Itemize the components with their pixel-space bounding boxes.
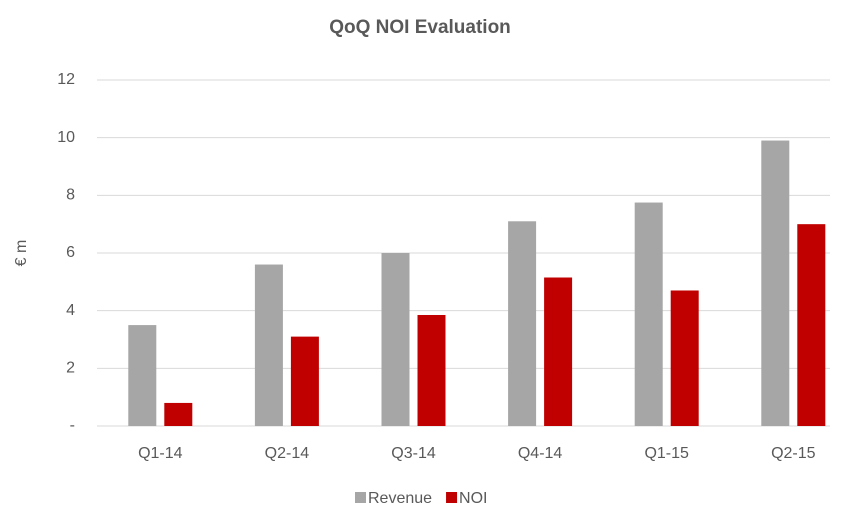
y-tick-label: 4: [66, 302, 75, 319]
bar: [797, 224, 826, 426]
bar: [128, 325, 157, 426]
legend-label: Revenue: [368, 490, 432, 507]
x-tick-label: Q4-14: [518, 445, 563, 462]
legend-label: NOI: [459, 490, 487, 507]
y-tick-label: -: [70, 417, 75, 434]
x-tick-label: Q2-14: [265, 445, 310, 462]
bar: [290, 336, 319, 426]
y-tick-label: 12: [57, 71, 75, 88]
y-tick-label: 6: [66, 244, 75, 261]
bar: [381, 253, 410, 426]
bar: [417, 314, 446, 426]
y-axis-label: € m: [13, 240, 30, 267]
bar: [544, 277, 573, 426]
y-tick-label: 10: [57, 129, 75, 146]
chart-title: QoQ NOI Evaluation: [329, 17, 511, 38]
bar: [254, 264, 283, 426]
bar: [670, 290, 699, 426]
bar: [634, 202, 663, 426]
legend-swatch: [446, 492, 458, 503]
legend-swatch: [355, 492, 366, 503]
x-tick-label: Q1-14: [138, 445, 183, 462]
bar: [761, 140, 790, 427]
y-tick-label: 2: [66, 360, 75, 377]
x-tick-label: Q2-15: [771, 445, 816, 462]
bar: [508, 221, 537, 426]
bar: [164, 402, 193, 426]
x-tick-label: Q1-15: [644, 445, 689, 462]
x-tick-label: Q3-14: [391, 445, 436, 462]
y-tick-label: 8: [66, 187, 75, 204]
